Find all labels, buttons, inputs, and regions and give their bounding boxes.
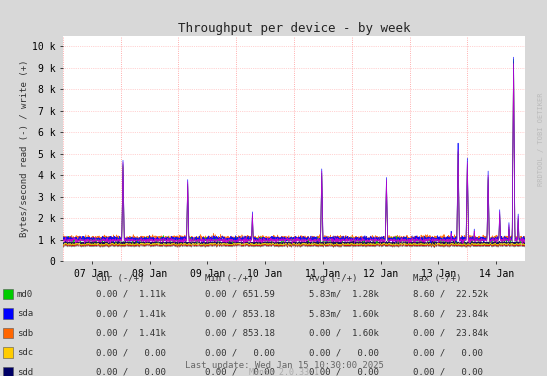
- Text: sdb: sdb: [17, 329, 33, 338]
- Text: Avg (-/+): Avg (-/+): [309, 274, 357, 284]
- Text: 0.00 /   0.00: 0.00 / 0.00: [96, 368, 166, 376]
- Text: sdc: sdc: [17, 348, 33, 357]
- Title: Throughput per device - by week: Throughput per device - by week: [178, 21, 410, 35]
- Text: 8.60 /  23.84k: 8.60 / 23.84k: [413, 309, 488, 318]
- Text: 0.00 /   0.00: 0.00 / 0.00: [309, 368, 379, 376]
- Text: Min (-/+): Min (-/+): [205, 274, 253, 284]
- Y-axis label: Bytes/second read (-) / write (+): Bytes/second read (-) / write (+): [20, 60, 29, 237]
- Text: 0.00 /   0.00: 0.00 / 0.00: [205, 368, 275, 376]
- Text: 0.00 / 853.18: 0.00 / 853.18: [205, 329, 275, 338]
- Text: 0.00 /  23.84k: 0.00 / 23.84k: [413, 329, 488, 338]
- Text: 0.00 /  1.41k: 0.00 / 1.41k: [96, 329, 166, 338]
- Text: 0.00 /   0.00: 0.00 / 0.00: [309, 348, 379, 357]
- Text: 8.60 /  22.52k: 8.60 / 22.52k: [413, 290, 488, 299]
- Text: RRDTOOL / TOBI OETIKER: RRDTOOL / TOBI OETIKER: [538, 92, 544, 186]
- Text: 0.00 /  1.11k: 0.00 / 1.11k: [96, 290, 166, 299]
- Text: sdd: sdd: [17, 368, 33, 376]
- Text: sda: sda: [17, 309, 33, 318]
- Text: 0.00 /   0.00: 0.00 / 0.00: [96, 348, 166, 357]
- Text: Last update: Wed Jan 15 10:30:00 2025: Last update: Wed Jan 15 10:30:00 2025: [185, 361, 384, 370]
- Text: 5.83m/  1.60k: 5.83m/ 1.60k: [309, 309, 379, 318]
- Text: 0.00 /   0.00: 0.00 / 0.00: [205, 348, 275, 357]
- Text: Munin 2.0.33-1: Munin 2.0.33-1: [249, 368, 319, 376]
- Text: 0.00 /   0.00: 0.00 / 0.00: [413, 348, 483, 357]
- Text: 0.00 /   0.00: 0.00 / 0.00: [413, 368, 483, 376]
- Text: 0.00 /  1.60k: 0.00 / 1.60k: [309, 329, 379, 338]
- Text: Cur (-/+): Cur (-/+): [96, 274, 144, 284]
- Text: md0: md0: [17, 290, 33, 299]
- Text: Max (-/+): Max (-/+): [413, 274, 461, 284]
- Text: 0.00 / 651.59: 0.00 / 651.59: [205, 290, 275, 299]
- Text: 0.00 / 853.18: 0.00 / 853.18: [205, 309, 275, 318]
- Text: 0.00 /  1.41k: 0.00 / 1.41k: [96, 309, 166, 318]
- Text: 5.83m/  1.28k: 5.83m/ 1.28k: [309, 290, 379, 299]
